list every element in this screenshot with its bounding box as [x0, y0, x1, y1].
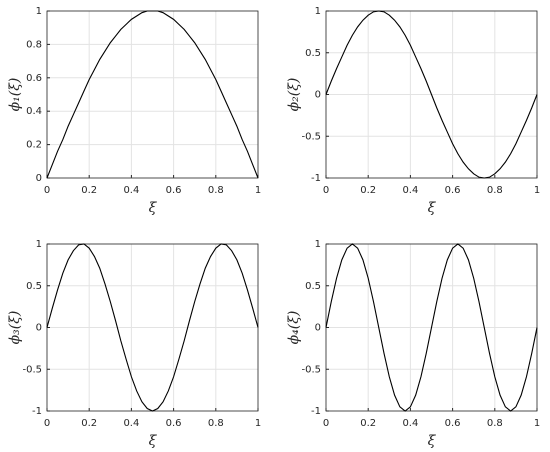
y-tick-label: -0.5: [301, 131, 321, 142]
x-tick-label: 1: [534, 418, 540, 429]
x-tick-label: 0: [44, 418, 50, 429]
y-tick-label: 0.4: [26, 106, 42, 117]
y-axis-label: ϕ₂(ξ): [286, 78, 302, 112]
y-tick-label: 1: [36, 239, 42, 250]
x-tick-label: 0.4: [402, 185, 418, 196]
x-tick-label: 0.2: [360, 418, 376, 429]
axes-box: [46, 10, 259, 179]
x-tick-label: 1: [534, 185, 540, 196]
y-tick-label: 0: [315, 323, 321, 334]
x-tick-label: 0.6: [445, 418, 461, 429]
y-tick-label: 1: [315, 6, 321, 17]
line: [325, 10, 538, 179]
y-tick-label: 0: [315, 90, 321, 101]
x-tick-label: 0.6: [166, 418, 182, 429]
x-axis-label: ξ: [149, 200, 158, 216]
y-tick-label: 1: [315, 239, 321, 250]
x-tick-label: 0.6: [166, 185, 182, 196]
x-tick-label: 0.6: [445, 185, 461, 196]
y-tick-label: -1: [32, 406, 42, 417]
x-tick-label: 0.2: [360, 185, 376, 196]
y-tick-label: 0: [36, 323, 42, 334]
x-tick-label: 0.8: [208, 185, 224, 196]
y-axis-label: ϕ₁(ξ): [7, 78, 23, 112]
x-tick-label: 0.8: [208, 418, 224, 429]
line: [325, 243, 538, 412]
y-tick-label: 0.6: [26, 73, 42, 84]
x-tick-label: 0.8: [487, 418, 503, 429]
x-tick-label: 1: [255, 185, 261, 196]
x-tick-label: 0.4: [123, 185, 139, 196]
x-tick-label: 0: [323, 185, 329, 196]
y-tick-label: -0.5: [22, 364, 42, 375]
y-tick-label: -0.5: [301, 364, 321, 375]
x-tick-label: 1: [255, 418, 261, 429]
y-axis-label: ϕ₄(ξ): [286, 311, 302, 345]
x-tick-label: 0: [323, 418, 329, 429]
x-axis-label: ξ: [428, 200, 437, 216]
y-tick-label: 0.5: [305, 48, 321, 59]
y-axis-label: ϕ₃(ξ): [7, 311, 23, 345]
y-tick-label: 1: [36, 6, 42, 17]
x-tick-label: 0.8: [487, 185, 503, 196]
x-axis-label: ξ: [428, 433, 437, 449]
x-axis-label: ξ: [149, 433, 158, 449]
x-tick-label: 0.2: [81, 185, 97, 196]
y-tick-label: -1: [311, 173, 321, 184]
y-tick-label: 0.2: [26, 140, 42, 151]
y-tick-label: 0.8: [26, 39, 42, 50]
y-tick-label: 0: [36, 173, 42, 184]
line: [46, 243, 259, 412]
line: [46, 10, 259, 179]
x-tick-label: 0.4: [402, 418, 418, 429]
y-tick-label: -1: [311, 406, 321, 417]
x-tick-label: 0: [44, 185, 50, 196]
x-tick-label: 0.4: [123, 418, 139, 429]
x-tick-label: 0.2: [81, 418, 97, 429]
y-tick-label: 0.5: [305, 281, 321, 292]
y-tick-label: 0.5: [26, 281, 42, 292]
